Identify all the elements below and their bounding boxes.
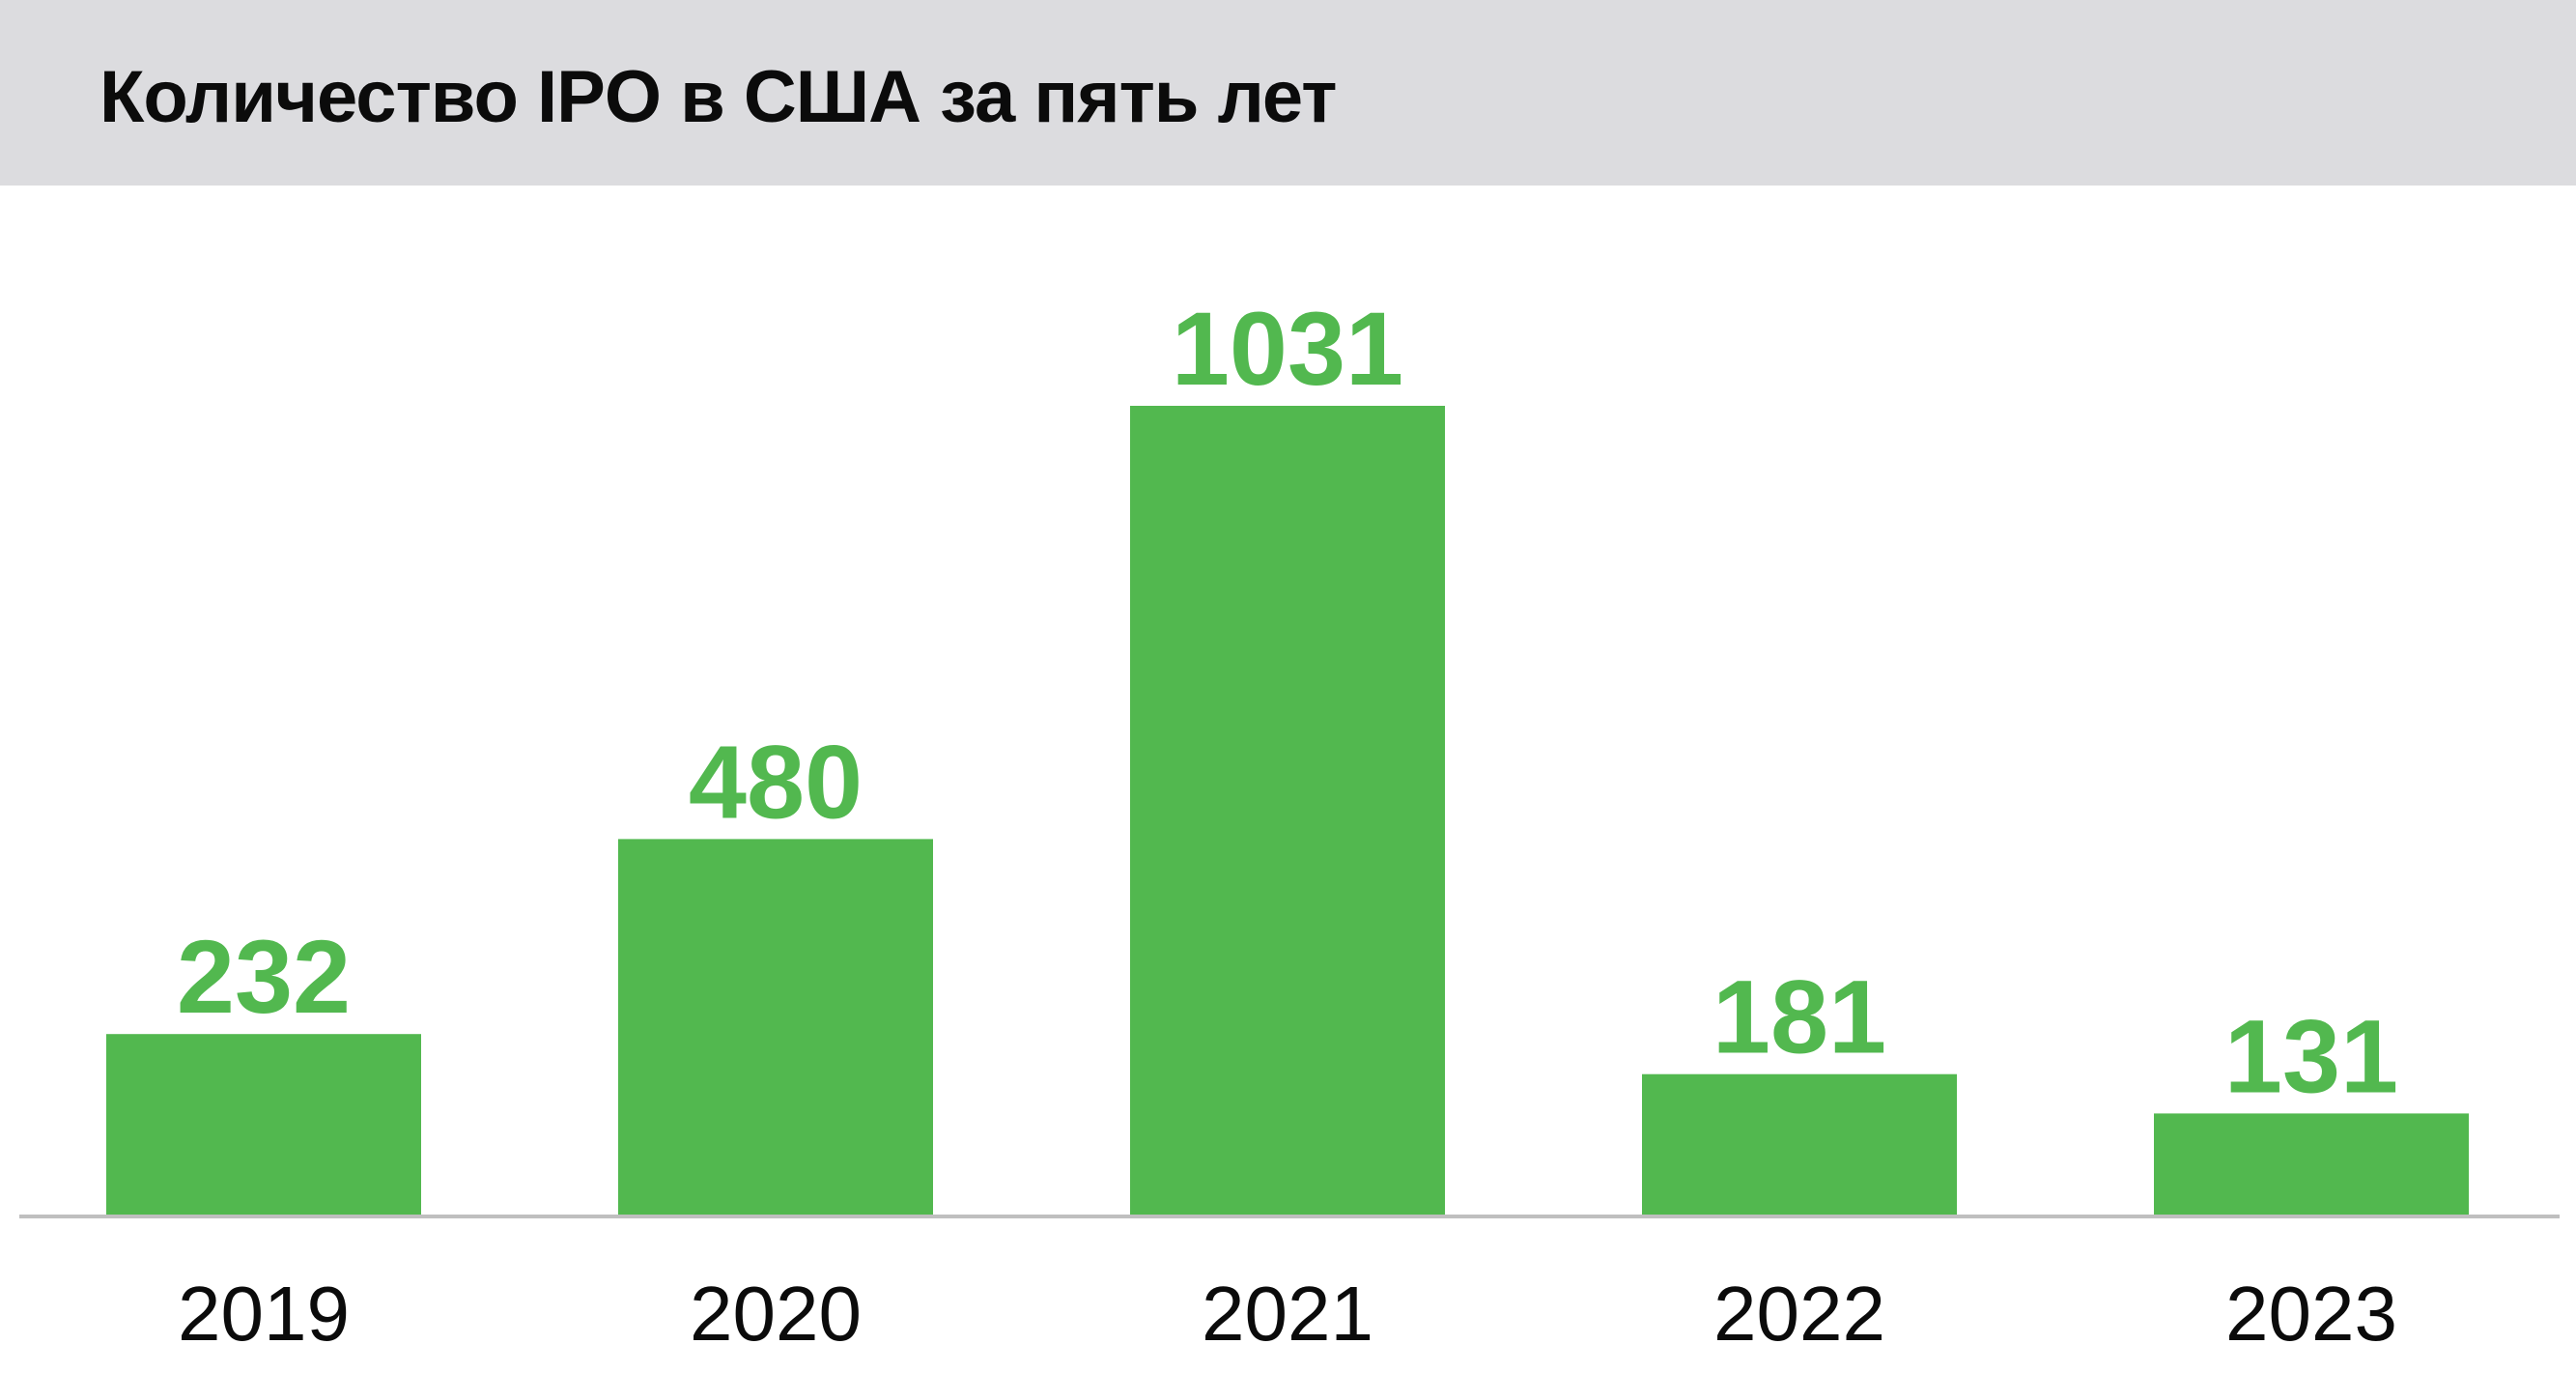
bar-2019 [106, 1034, 421, 1218]
bar-2023 [2154, 1113, 2469, 1218]
data-label-2023: 131 [2224, 997, 2398, 1114]
labels-layer: 232 2019 480 2020 1031 2021 181 2022 131 2023 [177, 290, 2398, 1357]
data-label-2022: 181 [1713, 958, 1886, 1075]
x-tick-label-2023: 2023 [2225, 1271, 2397, 1357]
title-banner: Количество IPO в США за пять лет [0, 0, 2576, 186]
bar-2022 [1642, 1073, 1957, 1218]
x-tick-label-2020: 2020 [690, 1271, 862, 1357]
x-tick-label-2021: 2021 [1202, 1271, 1373, 1357]
bar-2020 [618, 839, 933, 1218]
bars-layer [106, 406, 2469, 1218]
x-tick-label-2022: 2022 [1713, 1271, 1885, 1357]
data-label-2019: 232 [177, 918, 351, 1035]
chart-title: Количество IPO в США за пять лет [99, 56, 1337, 138]
data-label-2021: 1031 [1172, 290, 1403, 407]
x-tick-label-2019: 2019 [178, 1271, 350, 1357]
bar-2021 [1130, 406, 1445, 1218]
bar-chart: 232 2019 480 2020 1031 2021 181 2022 131 2023 [19, 290, 2560, 1357]
data-label-2020: 480 [689, 723, 863, 840]
